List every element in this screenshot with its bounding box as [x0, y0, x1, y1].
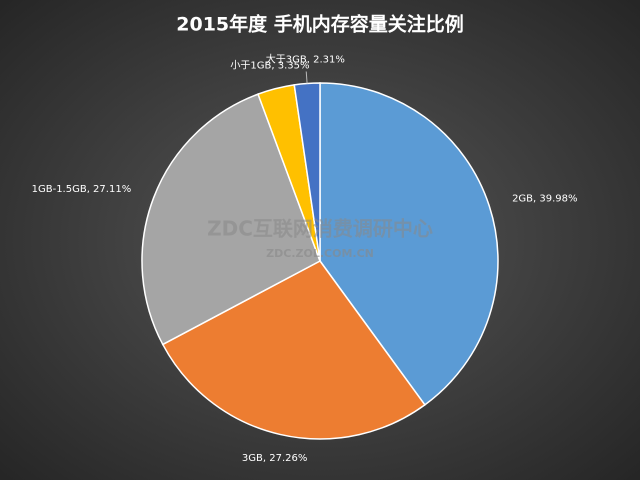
watermark-title: ZDC互联网消费调研中心	[207, 217, 433, 241]
pie: 2GB, 39.98% 3GB, 27.26% 1GB-1.5GB, 27.11% 小…	[32, 53, 578, 464]
data-label: 2GB, 39.98%	[512, 193, 577, 204]
pie-slice	[141, 93, 321, 346]
data-label: 大于3GB, 2.31%	[266, 53, 345, 66]
pie-slice	[161, 260, 426, 440]
data-label: 1GB-1.5GB, 27.11%	[32, 184, 132, 195]
data-label: 小于1GB, 3.35%	[230, 59, 309, 71]
chart-title: 2015年度 手机内存容量关注比例	[176, 13, 464, 36]
data-label: 3GB, 27.26%	[242, 453, 307, 464]
watermark-url: ZDC.ZOL.COM.CN	[266, 247, 374, 260]
pie-slice	[319, 82, 499, 406]
leader-line	[305, 71, 308, 84]
